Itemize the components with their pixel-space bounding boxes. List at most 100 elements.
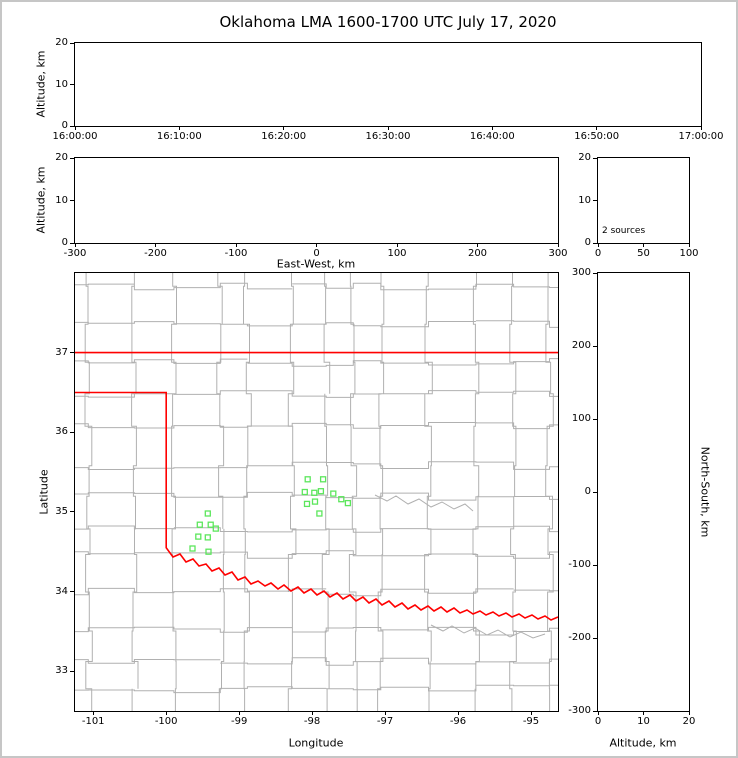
x-tick-label: 16:10:00	[156, 131, 202, 142]
x-tick-mark	[530, 711, 532, 715]
y-tick-label: 35	[55, 505, 68, 517]
y-tick-label: 0	[584, 237, 591, 248]
x-tick-mark	[311, 711, 313, 715]
y-tick-label: 0	[584, 486, 591, 497]
x-tick-mark	[155, 243, 156, 247]
x-tick-label: -101	[81, 716, 105, 727]
x-tick-mark	[238, 711, 240, 715]
lma-station-marker	[311, 498, 319, 505]
y-tick-mark	[593, 637, 597, 639]
x-tick-label: 20	[682, 716, 696, 727]
y-tick-mark	[70, 431, 74, 433]
y-tick-label: -300	[568, 705, 591, 716]
x-tick-mark	[643, 711, 644, 715]
y-tick-mark	[593, 491, 597, 493]
y-tick-mark	[593, 710, 597, 712]
ns-height-xlabel: Altitude, km	[609, 736, 677, 750]
x-tick-mark	[643, 243, 644, 247]
x-tick-label: -98	[303, 716, 321, 727]
x-tick-mark	[283, 126, 285, 130]
y-tick-mark	[70, 42, 74, 44]
lma-station-marker	[330, 490, 337, 497]
lma-station-marker	[304, 476, 311, 483]
state-border-west-and-red-river	[75, 391, 558, 621]
plan-view-panel: -101 -100 -99 -98 -97 -96 -95 37 36 35 34 33	[55, 272, 559, 727]
lma-station-marker	[205, 548, 212, 555]
lma-station-marker	[344, 499, 352, 507]
county-boundaries	[75, 273, 558, 711]
x-tick-label: 0	[594, 248, 602, 259]
y-tick-mark	[593, 200, 597, 201]
x-tick-mark	[700, 126, 702, 130]
x-tick-mark	[688, 711, 690, 715]
time-height-panel: 16:00:00 16:10:00 16:20:00 16:30:00 16:40:00…	[53, 37, 724, 142]
y-tick-mark	[593, 564, 597, 566]
y-tick-label: 10	[55, 78, 68, 90]
y-tick-label: 10	[578, 194, 591, 206]
y-tick-label: 200	[571, 340, 591, 351]
x-tick-label: 16:50:00	[574, 131, 620, 142]
x-tick-mark	[491, 126, 493, 130]
y-tick-label: 100	[571, 413, 591, 424]
y-tick-label: 20	[578, 152, 591, 163]
x-tick-mark	[597, 243, 599, 247]
lma-station-marker	[189, 545, 196, 552]
x-tick-label: 100	[679, 248, 699, 259]
y-tick-mark	[593, 345, 597, 347]
y-tick-label: 37	[55, 346, 68, 358]
x-tick-label: 17:00:00	[678, 131, 724, 142]
x-tick-mark	[457, 711, 459, 715]
x-tick-label: -200	[144, 248, 167, 259]
y-tick-mark	[70, 84, 74, 85]
y-tick-mark	[70, 670, 74, 672]
y-tick-mark	[70, 511, 74, 513]
y-tick-mark	[70, 591, 74, 592]
x-tick-mark	[387, 126, 389, 130]
lma-station-marker	[338, 496, 345, 503]
x-tick-label: -100	[224, 248, 248, 259]
y-tick-label: 300	[571, 267, 591, 278]
y-tick-label: 0	[61, 120, 68, 131]
ew-height-xlabel: East-West, km	[276, 257, 356, 271]
x-tick-mark	[557, 243, 559, 247]
x-tick-mark	[688, 243, 690, 247]
x-tick-mark	[74, 243, 76, 247]
lma-station-marker	[319, 476, 327, 483]
y-tick-label: 36	[55, 426, 68, 438]
x-tick-mark	[92, 711, 94, 715]
lma-station-marker	[212, 525, 219, 532]
y-tick-mark	[593, 272, 597, 274]
y-tick-label: 20	[55, 37, 68, 48]
x-tick-label: -95	[522, 716, 540, 727]
lma-station-marker	[195, 533, 202, 540]
x-tick-label: 16:00:00	[52, 131, 98, 142]
plan-view-xlabel: Longitude	[288, 736, 344, 750]
x-tick-label: 0	[594, 716, 602, 727]
x-tick-label: 0	[313, 248, 320, 259]
x-tick-mark	[477, 243, 478, 247]
x-tick-label: 16:40:00	[469, 131, 515, 142]
x-tick-mark	[165, 711, 167, 715]
y-tick-mark	[70, 200, 74, 201]
y-tick-mark	[593, 418, 597, 420]
x-tick-mark	[316, 243, 317, 247]
x-tick-label: -100	[154, 716, 178, 727]
x-tick-label: -99	[231, 716, 248, 727]
y-tick-mark	[70, 125, 74, 127]
y-tick-label: 0	[61, 237, 68, 248]
lma-station-marker	[196, 521, 203, 528]
ew-height-panel: -300 -200 -100 0 100 200 300 0 10 20	[55, 152, 567, 259]
x-tick-label: -300	[63, 248, 87, 259]
x-tick-label: 16:30:00	[365, 131, 411, 142]
x-tick-mark	[597, 711, 599, 715]
sources-count-annotation: 2 sources	[602, 226, 646, 236]
lma-station-marker	[207, 521, 214, 528]
lma-station-marker	[316, 510, 323, 517]
x-tick-label: 50	[637, 248, 650, 259]
x-tick-mark	[396, 243, 398, 247]
figure-title: Oklahoma LMA 1600-1700 UTC July 17, 2020	[219, 13, 557, 31]
y-tick-mark	[593, 242, 597, 244]
lma-station-marker	[301, 488, 308, 496]
y-tick-label: 33	[55, 665, 68, 677]
